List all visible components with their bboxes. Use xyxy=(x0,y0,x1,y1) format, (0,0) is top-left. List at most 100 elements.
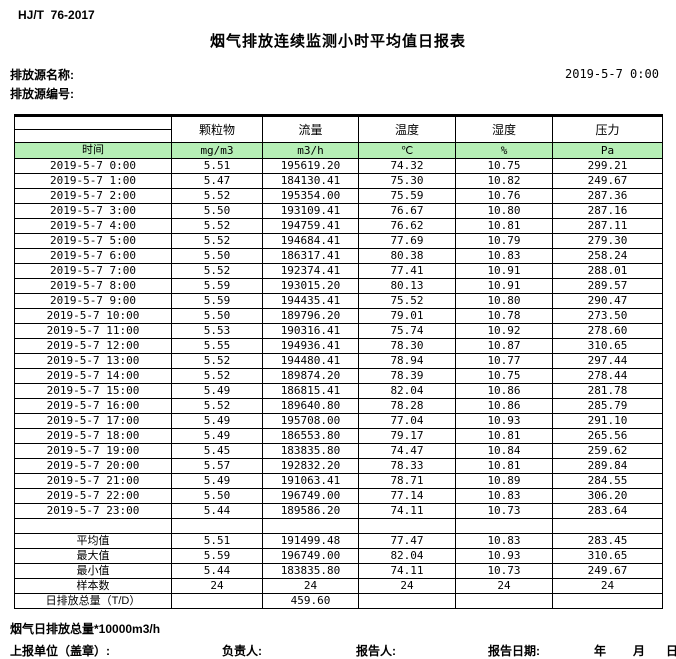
summary-label-cell: 最小值 xyxy=(14,563,172,579)
value-cell: 265.56 xyxy=(552,428,663,444)
header-row-top: 颗粒物 流量 温度 湿度 压力 xyxy=(14,114,663,143)
value-cell: 192832.20 xyxy=(262,458,359,474)
value-cell: 196749.00 xyxy=(262,548,359,564)
value-cell: 76.67 xyxy=(358,203,456,219)
summary-row: 日排放总量（T/D） 459.60 xyxy=(14,593,663,609)
time-cell: 2019-5-7 15:00 xyxy=(14,383,172,399)
value-cell: 287.36 xyxy=(552,188,663,204)
report-table: 颗粒物 流量 温度 湿度 压力 时间 mg/m3 m3/h ℃ % Pa 201… xyxy=(14,114,663,609)
reporter-label: 报告人: xyxy=(356,644,396,658)
value-cell: 183835.80 xyxy=(262,443,359,459)
value-cell: 82.04 xyxy=(358,383,456,399)
table-row: 2019-5-7 18:00 5.49 186553.80 79.17 10.81 265… xyxy=(14,428,663,444)
value-cell: 78.28 xyxy=(358,398,456,414)
table-row: 2019-5-7 23:00 5.44 189586.20 74.11 10.73 283… xyxy=(14,503,663,519)
blank-row xyxy=(14,518,663,534)
value-cell: 24 xyxy=(171,578,263,594)
value-cell: 194936.41 xyxy=(262,338,359,354)
value-cell: 5.50 xyxy=(171,308,263,324)
value-cell: 281.78 xyxy=(552,383,663,399)
value-cell: 10.91 xyxy=(455,263,553,279)
value-cell: 5.49 xyxy=(171,428,263,444)
value-cell: 297.44 xyxy=(552,353,663,369)
value-cell: 288.01 xyxy=(552,263,663,279)
unit-cell-humidity: % xyxy=(455,142,553,159)
value-cell: 459.60 xyxy=(262,593,359,609)
value-cell: 10.80 xyxy=(455,293,553,309)
value-cell: 10.91 xyxy=(455,278,553,294)
value-cell: 5.45 xyxy=(171,443,263,459)
summary-rows: 平均值 5.51 191499.48 77.47 10.83 283.45 最大值 5.59 1… xyxy=(14,533,663,609)
table-row: 2019-5-7 2:00 5.52 195354.00 75.59 10.76 287.… xyxy=(14,188,663,204)
value-cell: 5.44 xyxy=(171,503,263,519)
time-cell: 2019-5-7 4:00 xyxy=(14,218,172,234)
value-cell: 193109.41 xyxy=(262,203,359,219)
value-cell: 194435.41 xyxy=(262,293,359,309)
table-row: 2019-5-7 20:00 5.57 192832.20 78.33 10.81 289… xyxy=(14,458,663,474)
blank-cell xyxy=(455,518,553,534)
time-cell: 2019-5-7 13:00 xyxy=(14,353,172,369)
value-cell: 10.84 xyxy=(455,443,553,459)
value-cell: 74.47 xyxy=(358,443,456,459)
blank-cell xyxy=(14,518,172,534)
value-cell: 10.83 xyxy=(455,488,553,504)
value-cell: 5.51 xyxy=(171,158,263,174)
value-cell: 5.59 xyxy=(171,278,263,294)
value-cell: 5.59 xyxy=(171,548,263,564)
value-cell: 10.81 xyxy=(455,428,553,444)
value-cell: 306.20 xyxy=(552,488,663,504)
value-cell: 78.33 xyxy=(358,458,456,474)
year-label: 年 xyxy=(594,644,607,658)
value-cell: 10.73 xyxy=(455,503,553,519)
summary-row: 平均值 5.51 191499.48 77.47 10.83 283.45 xyxy=(14,533,663,549)
value-cell: 5.49 xyxy=(171,383,263,399)
table-row: 2019-5-7 15:00 5.49 186815.41 82.04 10.86 281… xyxy=(14,383,663,399)
value-cell: 5.50 xyxy=(171,248,263,264)
value-cell: 5.51 xyxy=(171,533,263,549)
column-header-flow: 流量 xyxy=(262,114,359,143)
value-cell: 77.41 xyxy=(358,263,456,279)
value-cell: 10.76 xyxy=(455,188,553,204)
value-cell: 278.44 xyxy=(552,368,663,384)
table-row: 2019-5-7 12:00 5.55 194936.41 78.30 10.87 310… xyxy=(14,338,663,354)
time-cell: 2019-5-7 19:00 xyxy=(14,443,172,459)
value-cell: 10.89 xyxy=(455,473,553,489)
value-cell: 24 xyxy=(262,578,359,594)
value-cell: 10.75 xyxy=(455,158,553,174)
value-cell: 77.47 xyxy=(358,533,456,549)
value-cell: 5.55 xyxy=(171,338,263,354)
column-header-humidity: 湿度 xyxy=(455,114,553,143)
value-cell: 249.67 xyxy=(552,563,663,579)
value-cell: 310.65 xyxy=(552,338,663,354)
value-cell: 75.30 xyxy=(358,173,456,189)
time-header-cell: 时间 xyxy=(14,142,172,159)
value-cell: 10.87 xyxy=(455,338,553,354)
value-cell: 194684.41 xyxy=(262,233,359,249)
table-row: 2019-5-7 3:00 5.50 193109.41 76.67 10.80 287.… xyxy=(14,203,663,219)
value-cell: 191499.48 xyxy=(262,533,359,549)
value-cell: 189796.20 xyxy=(262,308,359,324)
column-header-pressure: 压力 xyxy=(552,114,663,143)
value-cell xyxy=(455,593,553,609)
value-cell: 285.79 xyxy=(552,398,663,414)
value-cell: 192374.41 xyxy=(262,263,359,279)
table-row: 2019-5-7 14:00 5.52 189874.20 78.39 10.75 278… xyxy=(14,368,663,384)
value-cell: 291.10 xyxy=(552,413,663,429)
value-cell: 10.83 xyxy=(455,248,553,264)
value-cell: 10.77 xyxy=(455,353,553,369)
value-cell: 310.65 xyxy=(552,548,663,564)
table-row: 2019-5-7 6:00 5.50 186317.41 80.38 10.83 258.… xyxy=(14,248,663,264)
value-cell: 24 xyxy=(552,578,663,594)
source-name-label: 排放源名称: xyxy=(10,68,74,82)
value-cell: 10.78 xyxy=(455,308,553,324)
time-cell: 2019-5-7 11:00 xyxy=(14,323,172,339)
report-datetime: 2019-5-7 0:00 xyxy=(565,67,659,81)
value-cell: 74.11 xyxy=(358,503,456,519)
value-cell: 289.57 xyxy=(552,278,663,294)
value-cell: 195354.00 xyxy=(262,188,359,204)
header-empty-cell xyxy=(14,114,172,130)
value-cell: 5.52 xyxy=(171,188,263,204)
value-cell: 82.04 xyxy=(358,548,456,564)
value-cell: 5.52 xyxy=(171,218,263,234)
